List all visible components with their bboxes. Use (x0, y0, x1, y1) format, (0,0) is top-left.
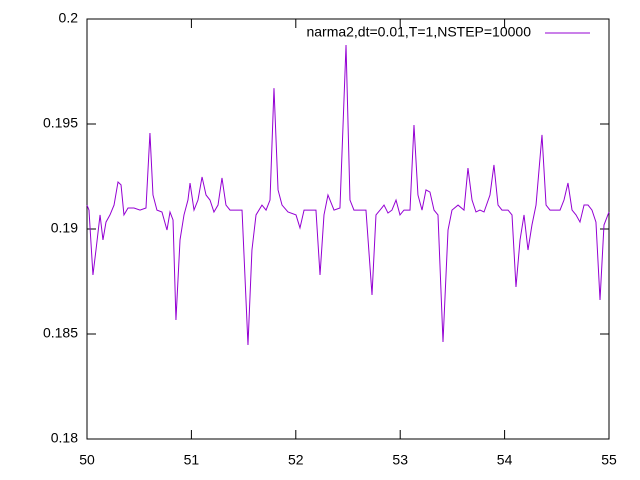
x-tick-label: 52 (288, 452, 304, 468)
y-tick-label: 0.2 (59, 10, 79, 26)
x-tick-label: 53 (392, 452, 408, 468)
legend-label: narma2,dt=0.01,T=1,NSTEP=10000 (306, 24, 531, 40)
x-tick-label: 55 (601, 452, 617, 468)
plot-frame (86, 18, 610, 440)
data-line (86, 45, 610, 345)
x-tick-label: 51 (184, 452, 200, 468)
x-tick-label: 54 (497, 452, 513, 468)
y-tick-label: 0.185 (43, 325, 78, 341)
y-tick-label: 0.19 (51, 220, 78, 236)
x-tick-label: 50 (79, 452, 95, 468)
y-tick-label: 0.18 (51, 430, 78, 446)
y-tick-label: 0.195 (43, 115, 78, 131)
